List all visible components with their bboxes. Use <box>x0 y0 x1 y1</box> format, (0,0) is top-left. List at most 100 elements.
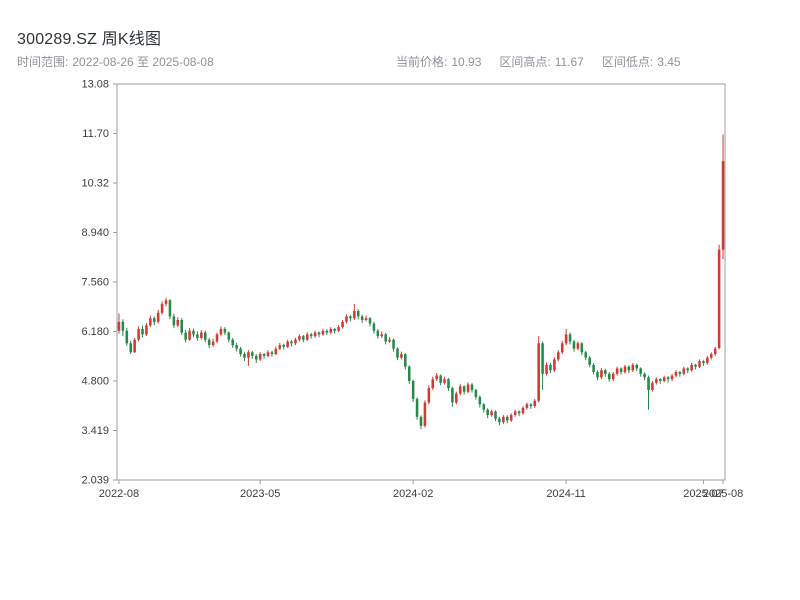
x-axis-tick-label: 2025-08 <box>703 488 743 500</box>
y-axis-tick-label: 6.180 <box>81 326 109 338</box>
candle-body <box>231 339 234 346</box>
candle-body <box>129 343 133 353</box>
candle-body <box>600 370 603 378</box>
candle-body <box>690 364 693 371</box>
candle-body <box>278 345 282 349</box>
y-axis-tick-label: 3.419 <box>81 425 109 437</box>
stat-range-low: 区间低点: 3.45 <box>602 53 681 70</box>
candle-body <box>568 334 572 342</box>
candle-body <box>643 373 646 378</box>
candle-body <box>125 330 129 344</box>
y-axis-tick-label: 4.800 <box>81 375 109 387</box>
candles-layer <box>117 134 725 430</box>
candle-body <box>549 364 552 371</box>
candle-body <box>337 327 340 331</box>
candle-body <box>564 334 568 344</box>
candle-body <box>596 372 599 378</box>
candle-body <box>192 330 195 335</box>
candle-body <box>651 382 654 390</box>
candle-body <box>164 300 168 304</box>
candle-body <box>502 416 505 423</box>
candle-body <box>152 318 156 322</box>
candle-body <box>619 368 623 373</box>
candle-body <box>149 318 152 326</box>
candle-body <box>662 377 666 381</box>
stat-current-price-value: 10.93 <box>451 55 482 69</box>
candle-body <box>325 330 329 333</box>
candle-body <box>368 318 372 324</box>
candle-body <box>576 343 580 349</box>
candle-body <box>455 393 458 403</box>
candle-body <box>188 330 191 340</box>
candle-body <box>623 366 627 373</box>
candle-body <box>462 386 466 392</box>
candle-body <box>557 352 560 360</box>
candle-body <box>235 345 238 349</box>
candle-body <box>608 373 611 380</box>
candle-body <box>721 161 725 250</box>
candle-body <box>270 352 274 355</box>
candle-body <box>443 379 446 383</box>
candle-body <box>376 330 380 337</box>
candle-body <box>670 375 674 380</box>
page-title: 300289.SZ 周K线图 <box>17 31 162 48</box>
candle-body <box>588 357 591 365</box>
candle-body <box>458 386 462 394</box>
candle-body <box>584 352 588 358</box>
x-axis-tick-label: 2024-11 <box>546 488 586 500</box>
candle-body <box>533 400 537 407</box>
candle-body <box>262 354 266 356</box>
y-axis-tick-label: 11.70 <box>82 128 109 140</box>
candle-body <box>258 354 262 360</box>
candle-body <box>247 352 250 358</box>
candle-body <box>302 336 305 340</box>
candle-body <box>447 379 450 389</box>
candle-body <box>392 339 395 349</box>
candle-body <box>713 348 717 355</box>
candle-body <box>474 389 478 398</box>
candle-body <box>592 364 595 373</box>
candle-body <box>702 361 705 364</box>
candle-body <box>364 318 368 321</box>
candle-body <box>254 355 258 360</box>
candle-body <box>717 249 721 348</box>
candle-body <box>313 332 317 337</box>
stat-range-low-value: 3.45 <box>657 55 681 69</box>
stat-current-price-label: 当前价格: <box>396 55 448 69</box>
x-axis-tick-label: 2024-02 <box>393 488 433 500</box>
candle-body <box>506 416 509 421</box>
candle-body <box>674 372 678 376</box>
candle-body <box>490 411 493 416</box>
candle-body <box>529 404 533 407</box>
candle-body <box>482 404 486 410</box>
candle-body <box>121 321 125 331</box>
candle-body <box>353 311 356 319</box>
candle-body <box>168 300 172 317</box>
candle-body <box>486 409 489 416</box>
candle-body <box>682 368 686 374</box>
candle-body <box>470 384 474 390</box>
candle-body <box>341 321 344 328</box>
candle-body <box>545 364 548 374</box>
candle-body <box>305 334 309 340</box>
candle-body <box>243 354 246 358</box>
y-axis-tick-label: 8.940 <box>81 227 109 239</box>
candle-body <box>184 332 187 340</box>
candle-body <box>513 411 517 416</box>
stat-range-high-value: 11.67 <box>554 55 584 69</box>
candle-body <box>659 379 662 381</box>
candle-body <box>553 359 556 371</box>
kline-chart: 13.08 11.70 10.32 8.940 7.560 6.180 4.800 3.419… <box>81 79 743 501</box>
candle-body <box>415 398 419 417</box>
candle-body <box>251 352 254 356</box>
candle-body <box>286 341 289 347</box>
candle-body <box>321 330 325 335</box>
candle-body <box>611 373 615 380</box>
candle-body <box>266 352 270 356</box>
candle-body <box>207 339 211 346</box>
candle-body <box>333 328 336 331</box>
candle-body <box>525 404 529 408</box>
candle-body <box>647 377 650 390</box>
time-range-value: 2022-08-26 至 2025-08-08 <box>72 55 214 69</box>
time-range-label: 时间范围: <box>17 55 69 69</box>
